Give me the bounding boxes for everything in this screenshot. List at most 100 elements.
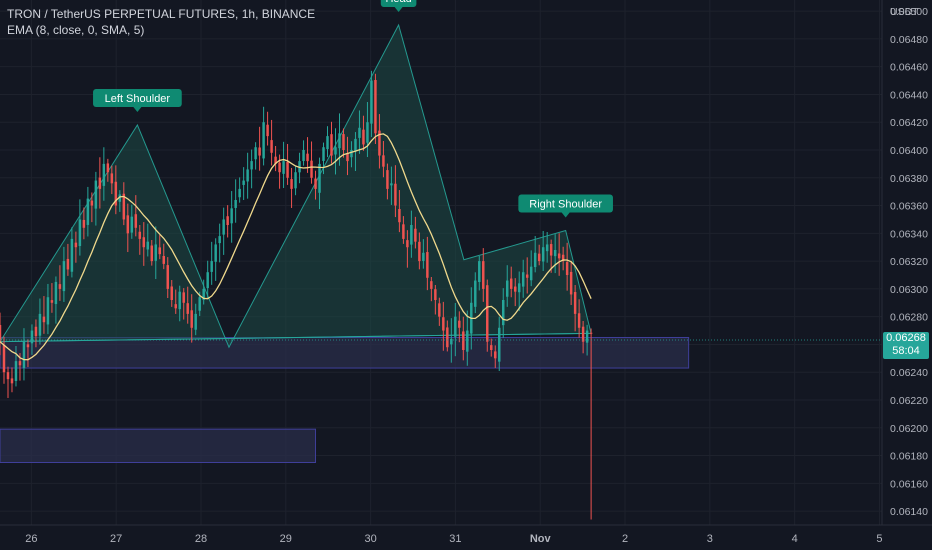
candle-body — [174, 304, 177, 309]
pattern-label-box — [93, 89, 182, 107]
candle-body — [194, 313, 197, 330]
candlestick-series — [0, 70, 593, 520]
candle-body — [230, 208, 233, 224]
y-tick-label: 0.06460 — [890, 62, 928, 74]
candle-body — [529, 266, 533, 281]
candle-body — [294, 172, 297, 189]
candle-body — [545, 244, 549, 252]
candle-body — [286, 161, 289, 178]
candle-body — [565, 262, 569, 275]
pattern-label-text: Right Shoulder — [529, 199, 602, 211]
candle-body — [350, 150, 353, 158]
candle-body — [102, 163, 106, 186]
candle-body — [274, 156, 277, 164]
candle-body — [154, 244, 158, 261]
candle-body — [450, 338, 453, 345]
current-price-value: 0.06268 — [886, 332, 926, 344]
candle-body — [358, 127, 361, 138]
candle-body — [134, 214, 138, 228]
candle-body — [138, 231, 142, 239]
candle-body — [382, 155, 385, 167]
candle-body — [589, 332, 593, 334]
candle-body — [250, 161, 253, 170]
candle-body — [26, 344, 30, 348]
candle-body — [442, 317, 445, 331]
candle-body — [258, 147, 261, 156]
candle-body — [502, 300, 505, 326]
candle-body — [585, 330, 589, 343]
x-tick-label: Nov — [530, 533, 552, 545]
candle-body — [478, 261, 481, 283]
candle-body — [238, 188, 241, 198]
candle-body — [2, 344, 6, 373]
x-tick-label: 31 — [449, 533, 461, 545]
pattern-label-text: Head — [385, 0, 411, 5]
candle-body — [386, 170, 389, 189]
candle-body — [74, 242, 78, 248]
candle-body — [458, 320, 461, 328]
candle-body — [418, 241, 421, 262]
y-tick-label: 0.06180 — [890, 451, 928, 463]
y-tick-label: 0.06160 — [890, 478, 928, 490]
candle-body — [482, 261, 485, 289]
candle-body — [70, 238, 74, 272]
y-tick-label: 0.06300 — [890, 284, 928, 296]
candle-body — [486, 285, 489, 342]
y-tick-label: 0.06360 — [890, 201, 928, 213]
y-tick-label: 0.06380 — [890, 173, 928, 185]
ema-path — [0, 133, 592, 361]
ema-line — [0, 133, 592, 361]
candle-body — [6, 372, 10, 380]
candle-body — [454, 316, 457, 337]
time-axis[interactable]: 26 27 28 29 30 31 Nov 2 3 4 5 — [25, 533, 882, 545]
candle-body — [34, 326, 38, 337]
candle-body — [178, 291, 181, 310]
candle-body — [146, 241, 150, 250]
candle-body — [186, 303, 189, 314]
symbol-title[interactable]: TRON / TetherUS PERPETUAL FUTURES, 1h, B… — [7, 7, 316, 21]
y-tick-label: 0.06280 — [890, 312, 928, 324]
candle-body — [302, 150, 305, 162]
candle-body — [210, 261, 213, 272]
candle-body — [54, 281, 58, 305]
candle-body — [182, 292, 185, 303]
candle-body — [218, 236, 221, 244]
candle-body — [254, 147, 257, 160]
indicator-legend[interactable]: EMA (8, close, 0, SMA, 5) — [7, 23, 145, 37]
candle-body — [334, 147, 337, 155]
candle-body — [541, 247, 545, 262]
candle-body — [509, 278, 513, 289]
candle-body — [569, 271, 573, 295]
candle-body — [533, 252, 537, 268]
candle-body — [577, 313, 581, 328]
candle-body — [170, 286, 173, 300]
y-tick-label: 0.06400 — [890, 145, 928, 157]
candle-body — [306, 153, 309, 162]
support-zones — [0, 337, 690, 463]
candle-body — [190, 310, 193, 328]
candle-body — [10, 378, 14, 384]
candle-body — [314, 178, 317, 189]
candle-body — [158, 247, 161, 255]
candle-body — [474, 280, 477, 307]
candle-body — [346, 153, 349, 162]
candle-body — [98, 177, 102, 189]
y-tick-label: 0.06500 — [890, 6, 928, 18]
candle-body — [318, 163, 321, 193]
candle-body — [66, 258, 70, 270]
y-tick-label: 0.06440 — [890, 89, 928, 101]
candle-body — [410, 225, 413, 245]
candle-body — [142, 237, 146, 248]
candle-body — [162, 256, 165, 264]
candle-body — [553, 250, 557, 257]
candle-body — [30, 330, 34, 344]
candle-body — [438, 303, 441, 317]
y-tick-label: 0.06240 — [890, 367, 928, 379]
candle-body — [557, 253, 561, 259]
candle-body — [86, 198, 90, 225]
support-zone — [0, 337, 690, 369]
candle-body — [110, 173, 114, 184]
candle-body — [46, 297, 50, 325]
candle-body — [278, 162, 281, 173]
